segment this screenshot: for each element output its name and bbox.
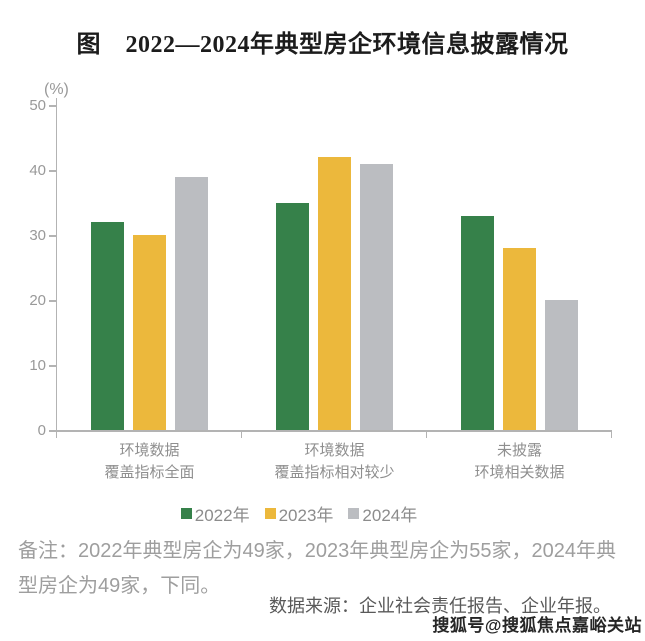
bar-2024年-3 bbox=[545, 300, 578, 430]
y-tick bbox=[49, 105, 56, 107]
chart-title: 图 2022—2024年典型房企环境信息披露情况 bbox=[76, 32, 569, 58]
data-source: 数据来源：企业社会责任报告、企业年报。 bbox=[269, 596, 611, 616]
x-category-label: 未披露 环境相关数据 bbox=[427, 440, 612, 484]
y-tick bbox=[49, 365, 56, 367]
bar-2022年-1 bbox=[91, 222, 124, 430]
x-tick bbox=[55, 430, 57, 438]
watermark: 搜狐号@搜狐焦点嘉峪关站 bbox=[432, 616, 642, 635]
y-tick bbox=[49, 300, 56, 302]
y-tick-label: 50 bbox=[29, 97, 46, 114]
bar-2022年-2 bbox=[276, 202, 309, 430]
x-tick bbox=[240, 430, 242, 438]
x-tick bbox=[425, 430, 427, 438]
x-category-label-line: 覆盖指标相对较少 bbox=[274, 464, 395, 481]
bar-2024年-2 bbox=[360, 163, 393, 430]
y-axis-line bbox=[55, 98, 57, 432]
bar-2023年-3 bbox=[503, 248, 536, 430]
bar-2023年-2 bbox=[318, 157, 351, 430]
bar-2022年-3 bbox=[461, 215, 494, 430]
legend-swatch-icon bbox=[348, 508, 360, 519]
legend-label: 2022年 bbox=[194, 506, 250, 525]
footnote: 备注：2022年典型房企为49家，2023年典型房企为55家，2024年典型房企… bbox=[18, 540, 616, 597]
x-category-label: 环境数据覆盖指标全面 bbox=[57, 440, 242, 484]
chart-legend: 2022年 2023年 2024年 bbox=[0, 501, 598, 526]
y-tick-label: 40 bbox=[29, 162, 46, 179]
x-tick bbox=[610, 430, 612, 438]
y-tick bbox=[49, 235, 56, 237]
y-axis-unit-label: (%) bbox=[44, 81, 69, 98]
y-tick-label: 0 bbox=[37, 422, 46, 439]
legend-item-2024年: 2024年 bbox=[348, 501, 417, 526]
bar-2024年-1 bbox=[175, 176, 208, 430]
y-tick-label: 10 bbox=[29, 357, 46, 374]
x-category-label-line: 环境数据 bbox=[304, 442, 365, 459]
x-category-label-line: 覆盖指标全面 bbox=[104, 464, 195, 481]
bar-2023年-1 bbox=[133, 235, 166, 430]
legend-label: 2023年 bbox=[278, 506, 334, 525]
legend-item-2022年: 2022年 bbox=[180, 501, 250, 526]
legend-label: 2024年 bbox=[362, 506, 418, 525]
x-category-label: 环境数据覆盖指标相对较少 bbox=[242, 440, 427, 484]
y-tick-label: 20 bbox=[29, 292, 46, 309]
legend-swatch-icon bbox=[264, 508, 276, 519]
x-category-label-line: 未披露 bbox=[496, 442, 542, 459]
x-axis-line bbox=[55, 430, 612, 432]
x-category-label-line: 环境相关数据 bbox=[474, 464, 565, 481]
y-tick bbox=[49, 430, 56, 432]
legend-item-2023年: 2023年 bbox=[264, 501, 334, 526]
legend-swatch-icon bbox=[180, 508, 192, 519]
y-tick-label: 30 bbox=[29, 227, 46, 244]
y-tick bbox=[49, 170, 56, 172]
x-category-label-line: 环境数据 bbox=[119, 442, 180, 459]
